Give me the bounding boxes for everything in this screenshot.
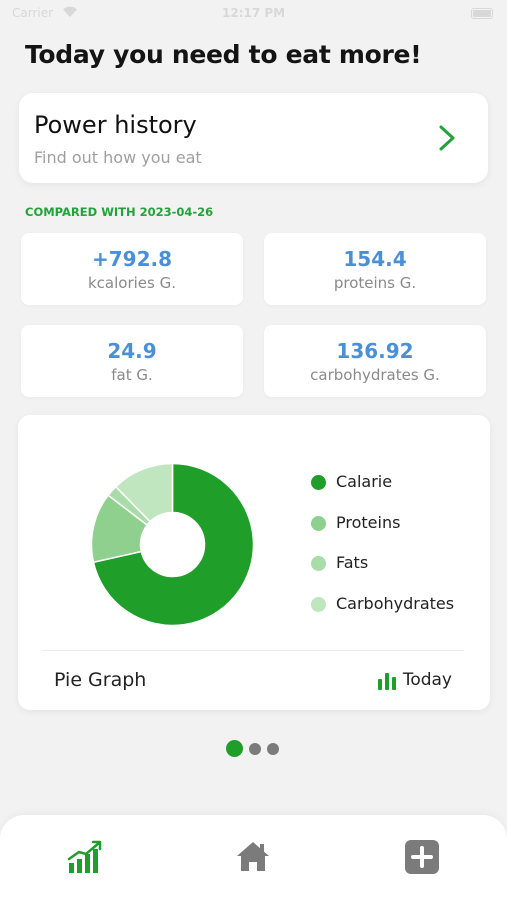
bottom-tab-bar bbox=[0, 815, 507, 900]
stat-label: proteins G. bbox=[333, 274, 417, 292]
page-dot[interactable] bbox=[249, 743, 261, 755]
stat-card-carbohydrates: 136.92 carbohydrates G. bbox=[264, 325, 486, 397]
stat-value: +792.8 bbox=[91, 247, 173, 271]
legend-swatch bbox=[311, 515, 326, 531]
chevron-right-icon[interactable] bbox=[436, 123, 458, 153]
legend-label: Calarie bbox=[336, 472, 393, 491]
stat-value: 24.9 bbox=[107, 339, 157, 363]
power-history-subtitle: Find out how you eat bbox=[34, 148, 202, 167]
pie-chart bbox=[90, 462, 255, 627]
stat-card-kcalories: +792.8 kcalories G. bbox=[21, 233, 243, 305]
stat-value: 154.4 bbox=[343, 247, 407, 271]
power-history-title: Power history bbox=[34, 111, 197, 139]
legend-swatch bbox=[311, 475, 326, 490]
status-bar: Carrier 12:17 PM bbox=[0, 0, 507, 28]
page-dot[interactable] bbox=[267, 743, 279, 755]
pie-slice-carbohydrates bbox=[114, 462, 174, 523]
power-history-card[interactable]: Power history Find out how you eat bbox=[19, 93, 488, 183]
card-divider bbox=[42, 650, 464, 651]
pie-slice-calarie bbox=[92, 462, 255, 627]
period-selector[interactable]: Today bbox=[402, 670, 452, 690]
pie-chart-card: Calarie Proteins Fats Carbohydrates Pie … bbox=[18, 415, 490, 710]
stat-label: fat G. bbox=[111, 366, 153, 384]
plus-square-icon bbox=[405, 840, 439, 874]
legend-label: Carbohydrates bbox=[336, 593, 455, 613]
stat-value: 136.92 bbox=[336, 339, 414, 363]
growth-chart-icon bbox=[67, 840, 102, 873]
battery-icon bbox=[471, 8, 493, 19]
legend-swatch bbox=[311, 596, 326, 612]
comparison-date-label: COMPARED WITH 2023-04-26 bbox=[25, 205, 214, 219]
home-icon bbox=[237, 842, 269, 871]
stat-label: kcalories G. bbox=[87, 274, 176, 292]
stat-label: carbohydrates G. bbox=[310, 366, 440, 384]
stat-card-proteins: 154.4 proteins G. bbox=[264, 233, 486, 305]
wifi-icon bbox=[63, 6, 77, 18]
legend-swatch bbox=[311, 556, 326, 571]
legend-label: Fats bbox=[336, 553, 369, 572]
legend-label: Proteins bbox=[336, 512, 401, 532]
tab-home[interactable] bbox=[235, 839, 275, 879]
carrier-label: Carrier bbox=[12, 6, 54, 20]
tab-add[interactable] bbox=[404, 839, 444, 879]
clock: 12:17 PM bbox=[222, 6, 286, 20]
stat-card-fat: 24.9 fat G. bbox=[21, 325, 243, 397]
chart-type-label: Pie Graph bbox=[54, 669, 147, 691]
page-dot[interactable] bbox=[226, 740, 243, 757]
bar-chart-icon bbox=[378, 673, 396, 690]
page-title: Today you need to eat more! bbox=[25, 40, 422, 69]
tab-statistics[interactable] bbox=[67, 839, 107, 879]
